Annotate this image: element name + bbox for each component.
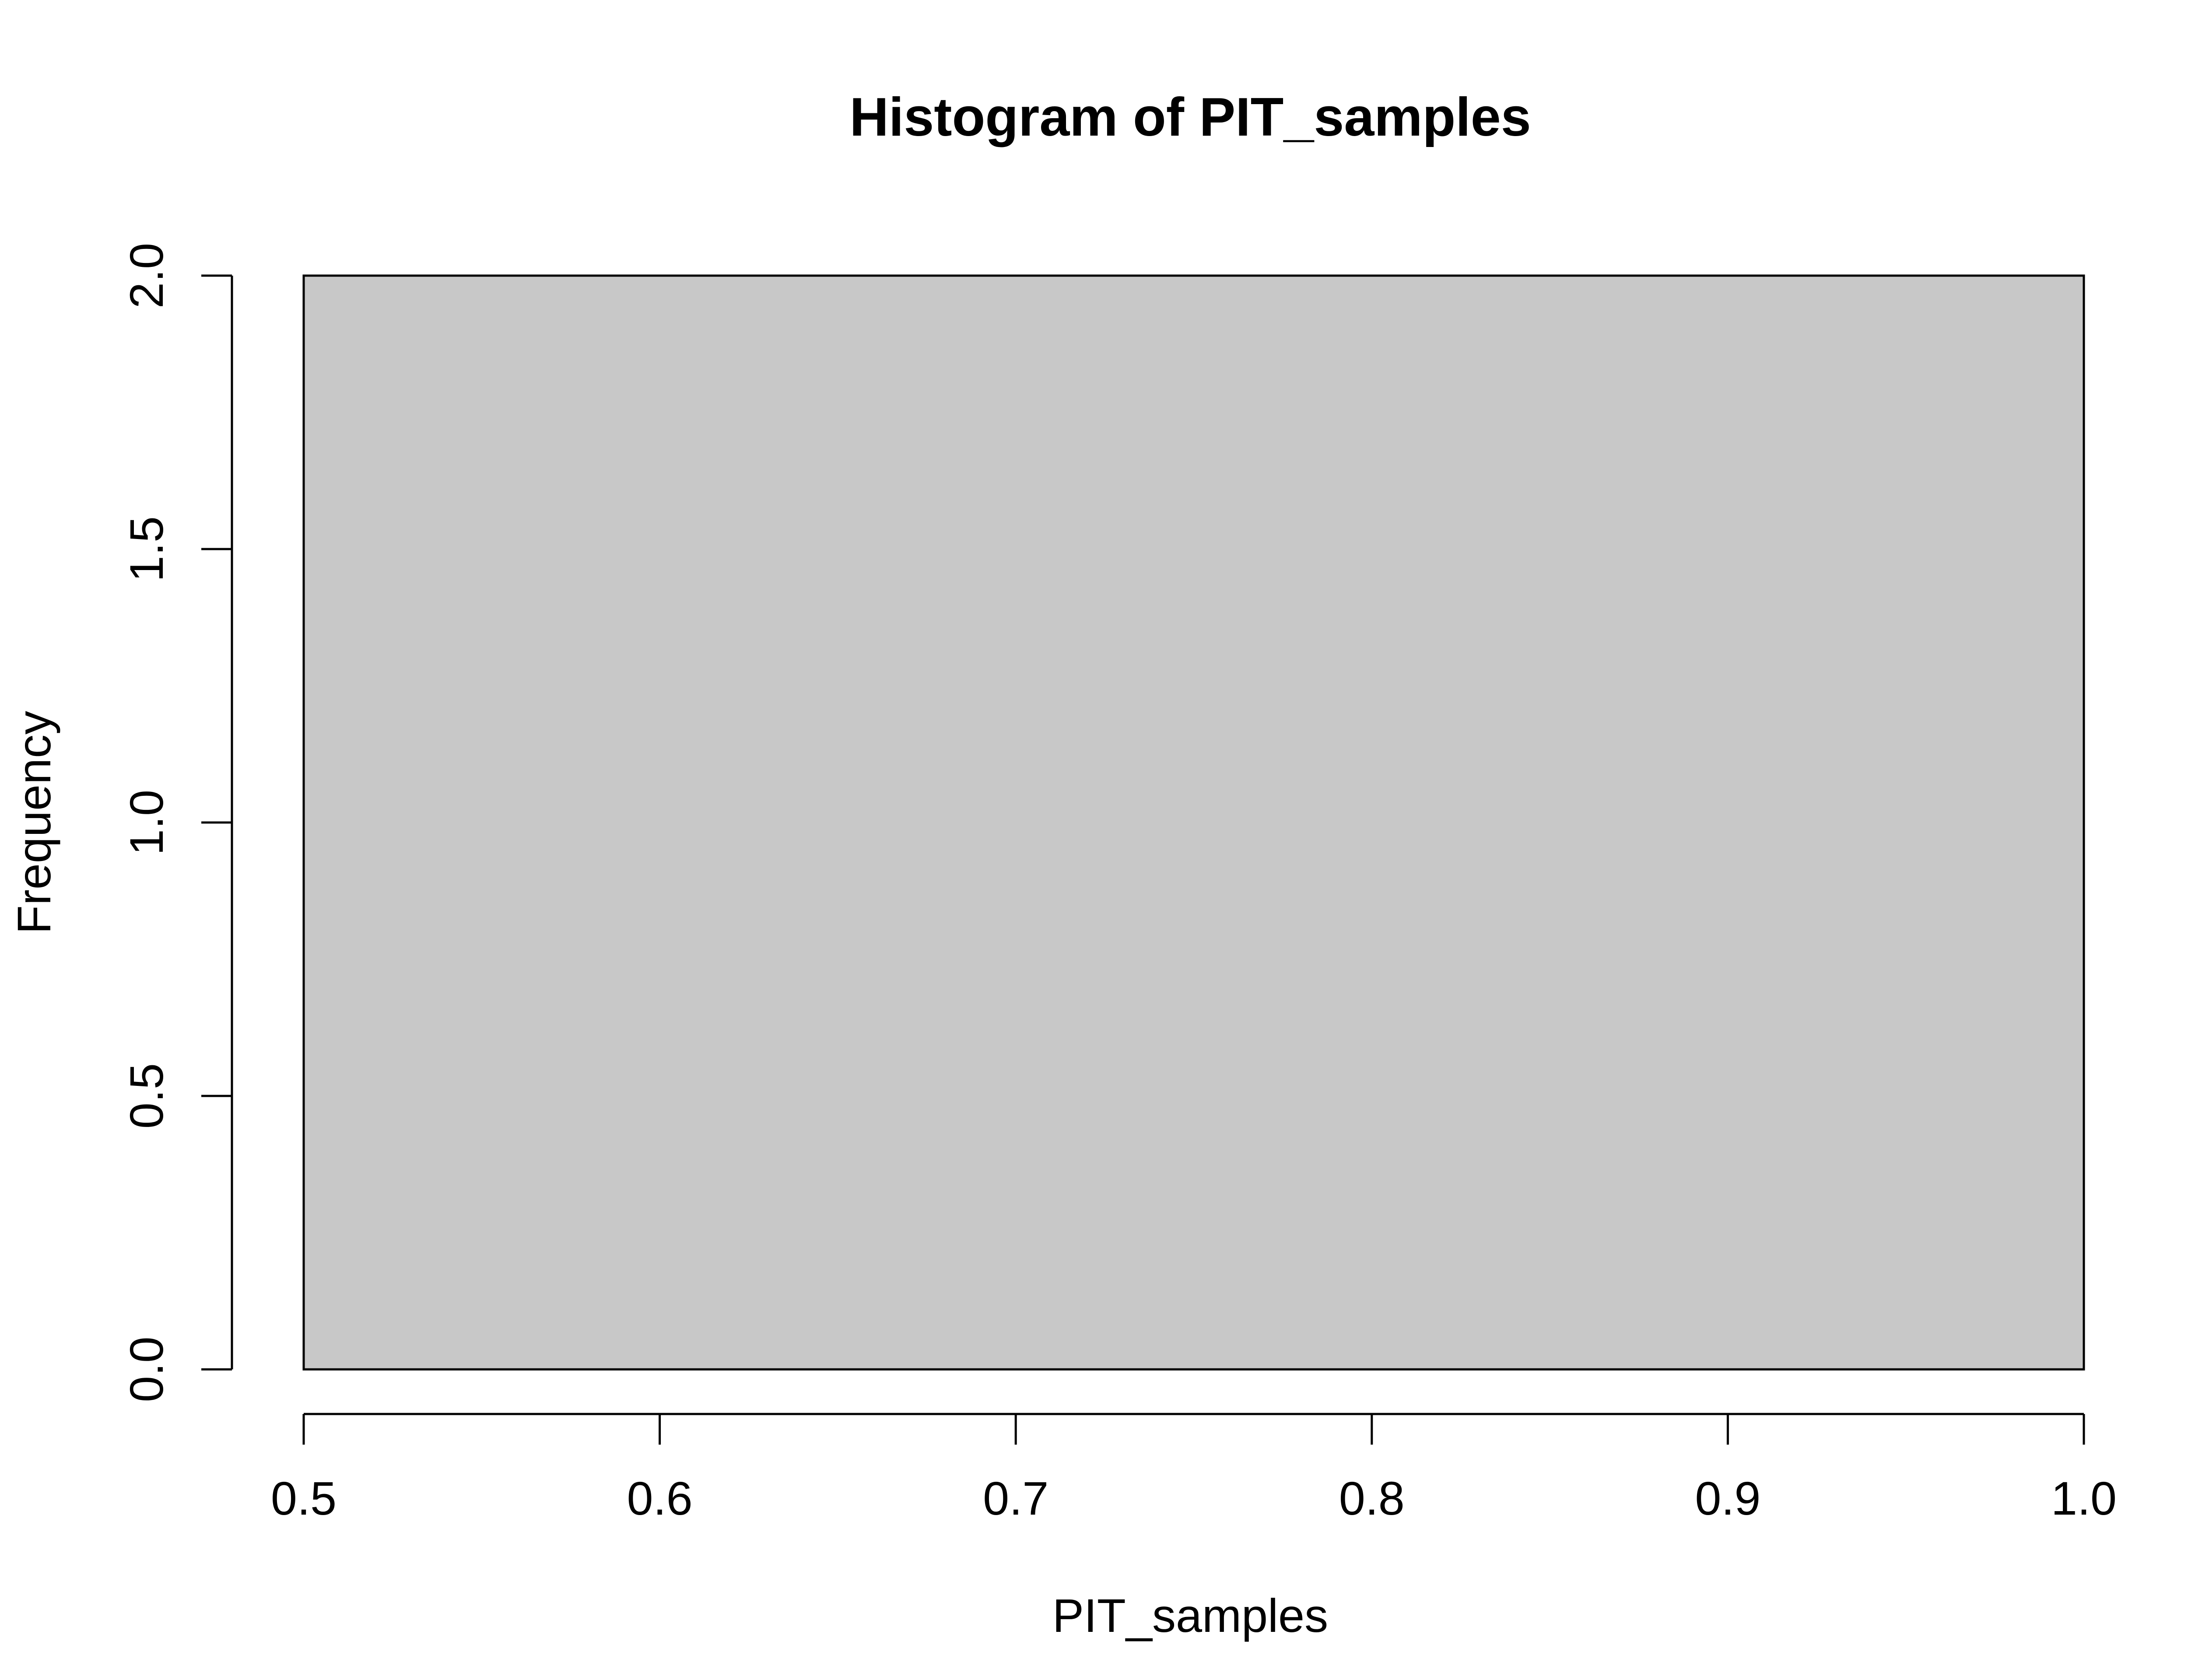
y-axis-label: Frequency bbox=[7, 711, 60, 934]
y-axis: 0.0 0.5 1.0 1.5 2.0 bbox=[120, 243, 233, 1402]
y-tick-label-3: 1.5 bbox=[120, 516, 173, 582]
x-tick-label-2: 0.7 bbox=[983, 1472, 1048, 1525]
chart-title: Histogram of PIT_samples bbox=[849, 87, 1531, 147]
x-axis: 0.5 0.6 0.7 0.8 0.9 1.0 bbox=[271, 1413, 2117, 1525]
y-tick-label-0: 0.0 bbox=[120, 1337, 173, 1402]
x-tick-label-4: 0.9 bbox=[1695, 1472, 1760, 1525]
bars-group bbox=[302, 274, 2085, 1371]
x-tick-label-3: 0.8 bbox=[1339, 1472, 1405, 1525]
histogram-bar-0 bbox=[302, 274, 2085, 1371]
y-tick-label-4: 2.0 bbox=[120, 243, 173, 308]
x-tick-label-5: 1.0 bbox=[2051, 1472, 2117, 1525]
y-tick-label-2: 1.0 bbox=[120, 790, 173, 855]
x-axis-label: PIT_samples bbox=[1052, 1589, 1328, 1642]
x-tick-label-0: 0.5 bbox=[271, 1472, 337, 1525]
y-tick-label-1: 0.5 bbox=[120, 1063, 173, 1129]
x-tick-label-1: 0.6 bbox=[627, 1472, 693, 1525]
